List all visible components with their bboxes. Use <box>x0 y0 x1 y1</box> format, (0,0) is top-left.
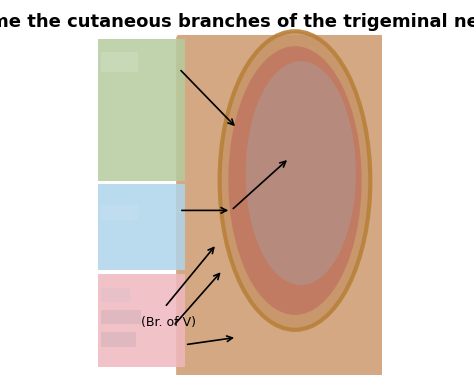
Bar <box>98 184 185 270</box>
FancyBboxPatch shape <box>176 35 385 376</box>
Ellipse shape <box>228 46 362 315</box>
Text: (Br. of V): (Br. of V) <box>141 316 196 329</box>
Bar <box>101 52 138 72</box>
Ellipse shape <box>219 31 370 330</box>
Bar <box>101 288 130 302</box>
Text: Name the cutaneous branches of the trigeminal nerve: Name the cutaneous branches of the trige… <box>0 12 474 30</box>
Bar <box>98 274 185 367</box>
Bar <box>98 39 185 180</box>
Bar <box>101 332 136 347</box>
Bar <box>101 205 138 220</box>
Ellipse shape <box>246 61 356 285</box>
Bar <box>101 310 141 324</box>
